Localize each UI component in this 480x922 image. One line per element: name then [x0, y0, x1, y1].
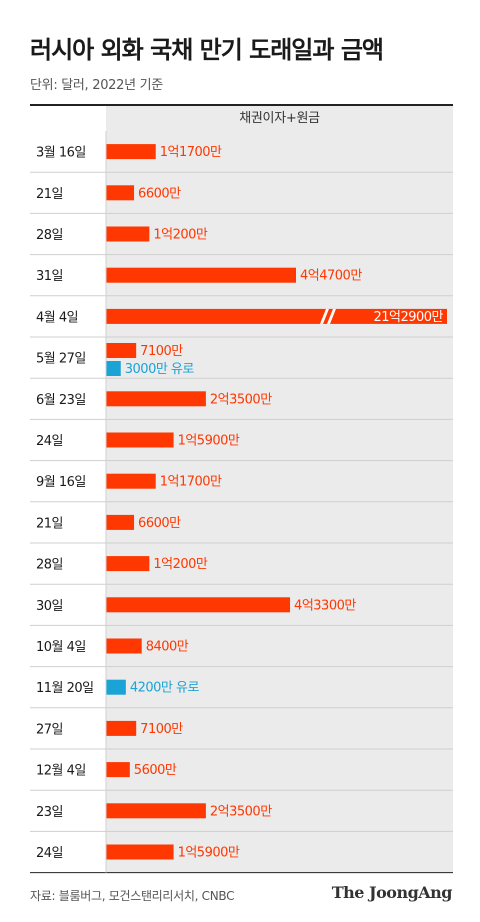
axis-break-mark	[320, 308, 329, 324]
column-header: 채권이자+원금	[106, 106, 453, 131]
data-label-usd: 8400만	[146, 640, 189, 655]
data-label-usd: 7100만	[140, 722, 183, 737]
bar-usd	[106, 144, 156, 160]
data-label-usd: 1억200만	[153, 557, 208, 572]
category-label: 23일	[36, 805, 63, 820]
bar-usd	[106, 638, 142, 654]
data-label-usd: 1억1700만	[160, 145, 222, 160]
source-note: 자료: 블룸버그, 모건스탠리리서치, CNBC	[30, 889, 235, 903]
top-rule	[30, 104, 453, 106]
category-label: 10월 4일	[36, 640, 86, 655]
bar-usd	[106, 343, 137, 358]
bar-usd	[106, 597, 291, 613]
data-label-usd: 7100만	[140, 344, 183, 359]
bar-usd	[106, 762, 130, 778]
bar-usd	[106, 844, 174, 860]
category-label: 31일	[36, 269, 63, 284]
bar-usd	[106, 432, 174, 448]
data-label-usd: 4억4700만	[300, 269, 362, 284]
bar-usd	[106, 226, 150, 242]
data-label-eur: 3000만 유로	[125, 362, 195, 377]
bar-usd	[106, 308, 447, 324]
axis-break-mark	[327, 308, 336, 324]
category-label: 24일	[36, 434, 63, 449]
bar-usd	[106, 391, 206, 407]
chart-title: 러시아 외화 국채 만기 도래일과 금액	[30, 36, 384, 64]
category-label: 6월 23일	[36, 393, 86, 408]
bar-usd	[106, 267, 296, 283]
category-label: 28일	[36, 558, 63, 573]
category-label: 27일	[36, 722, 63, 737]
data-label-usd: 1억5900만	[178, 846, 240, 861]
bar-eur	[106, 361, 121, 376]
unit-note: 단위: 달러, 2022년 기준	[30, 78, 163, 93]
data-label-usd: 4억3300만	[294, 598, 356, 613]
data-label-eur: 4200만 유로	[130, 681, 200, 696]
data-label-usd: 2억3500만	[210, 804, 272, 819]
category-label: 4월 4일	[36, 310, 78, 325]
category-label: 30일	[36, 599, 63, 614]
data-label-usd: 21억2900만	[373, 310, 443, 325]
category-label: 28일	[36, 228, 63, 243]
data-label-usd: 1억200만	[153, 228, 208, 243]
bar-usd	[106, 473, 156, 489]
bar-usd	[106, 803, 206, 819]
data-label-usd: 2억3500만	[210, 392, 272, 407]
category-label: 3월 16일	[36, 146, 86, 161]
data-label-usd: 1억1700만	[160, 475, 222, 490]
category-label: 21일	[36, 516, 63, 531]
bar-usd	[106, 185, 135, 201]
bar-eur	[106, 679, 126, 695]
category-label: 9월 16일	[36, 475, 86, 490]
category-label: 12월 4일	[36, 764, 86, 779]
bar-usd	[106, 556, 150, 572]
category-label: 11월 20일	[36, 681, 94, 696]
bar-usd	[106, 514, 135, 530]
brand-logo: The JoongAng	[331, 883, 453, 902]
category-label: 5월 27일	[36, 352, 86, 367]
data-label-usd: 5600만	[134, 763, 177, 778]
data-label-usd: 6600만	[138, 516, 181, 531]
category-label: 21일	[36, 187, 63, 202]
data-label-usd: 1억5900만	[178, 434, 240, 449]
bar-usd	[106, 720, 137, 736]
data-label-usd: 6600만	[138, 186, 181, 201]
category-label: 24일	[36, 846, 63, 861]
